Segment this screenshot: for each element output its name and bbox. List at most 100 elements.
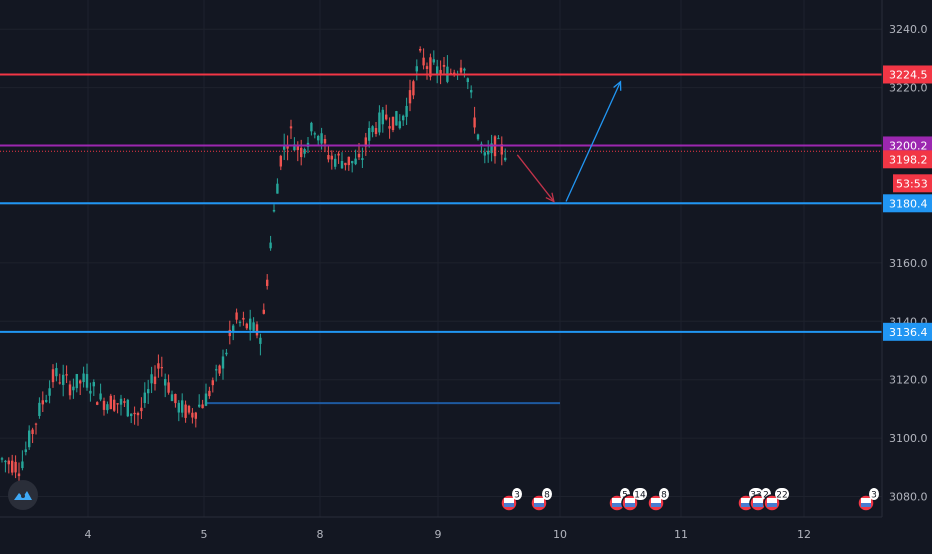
logo-icon[interactable]: [8, 480, 38, 510]
price-tick-label: 3220.0: [889, 82, 928, 95]
candle-body: [470, 90, 473, 93]
candle-body: [252, 322, 255, 331]
candle-body: [123, 401, 126, 403]
level-price-badge-text: 3180.4: [889, 197, 928, 210]
candle-body: [303, 149, 306, 154]
candle-body: [11, 460, 14, 473]
arrows[interactable]: [516, 80, 622, 203]
candle-body: [31, 429, 34, 435]
candle-body: [500, 144, 503, 155]
candle-body: [72, 386, 75, 391]
candle-body: [402, 115, 405, 121]
candle-body: [38, 402, 41, 417]
level-price-badge: [883, 65, 932, 84]
candle-body: [429, 57, 432, 77]
economic-event-marker[interactable]: 3: [500, 488, 522, 512]
flag-stripe: [651, 503, 661, 507]
candle-body: [174, 394, 177, 404]
candle-body: [354, 158, 357, 165]
time-tick-label: 5: [201, 528, 208, 541]
event-count-label: 8: [661, 491, 667, 501]
candle-body: [412, 81, 415, 96]
candle-body: [442, 64, 446, 67]
candle-body: [487, 150, 490, 155]
candle-body: [55, 368, 58, 377]
candle-body: [51, 369, 55, 383]
event-count-badge: [633, 488, 647, 500]
candle-body: [85, 374, 89, 388]
candle-body: [0, 458, 4, 460]
time-axis[interactable]: 4 5 8 9 10 11 12: [85, 528, 812, 541]
candle-body: [17, 473, 21, 477]
candle-body: [41, 400, 44, 405]
candle-body: [405, 105, 408, 117]
flag-stripe: [651, 498, 661, 503]
candle-body: [218, 365, 221, 374]
candle-body: [497, 138, 500, 140]
event-markers[interactable]: 385148332223: [500, 488, 879, 512]
candle-body: [204, 393, 208, 406]
candle-body: [143, 392, 146, 404]
candle-body: [378, 112, 381, 133]
candle-body: [221, 356, 225, 369]
time-tick-label: 8: [317, 528, 324, 541]
economic-event-marker[interactable]: 22: [763, 488, 789, 512]
event-count-label: 14: [634, 491, 646, 501]
candle-body: [317, 135, 320, 141]
candle-body: [415, 66, 418, 72]
countdown-badge: [893, 174, 932, 193]
candle-body: [245, 323, 248, 329]
candle-body: [310, 122, 313, 132]
event-count-badge: [542, 488, 552, 500]
trend-arrow-line[interactable]: [516, 154, 555, 202]
candle-body: [374, 128, 378, 134]
candle-body: [286, 145, 289, 149]
candle-body: [269, 242, 272, 249]
candles: [0, 46, 507, 488]
candle-body: [187, 405, 191, 413]
flag-stripe: [534, 498, 544, 503]
candle-body: [351, 161, 354, 164]
candle-body: [126, 399, 129, 417]
flag-stripe: [625, 498, 635, 503]
candle-body: [92, 382, 95, 387]
candle-body: [337, 153, 340, 156]
flag-stripe: [741, 503, 751, 507]
economic-event-marker[interactable]: 3: [857, 488, 879, 512]
candle-body: [238, 321, 242, 323]
candle-body: [79, 380, 82, 384]
trend-arrow-line[interactable]: [565, 81, 622, 202]
candle-body: [102, 400, 106, 410]
candle-body: [313, 133, 316, 135]
candle-body: [153, 376, 157, 385]
candle-body: [113, 399, 116, 411]
candle-body: [242, 317, 245, 320]
candle-body: [296, 144, 299, 151]
candle-body: [75, 374, 78, 389]
economic-event-marker[interactable]: 8: [530, 488, 552, 512]
candle-body: [45, 400, 48, 402]
candle-body: [463, 68, 466, 71]
candle-body: [439, 69, 442, 76]
candle-body: [140, 407, 143, 412]
candle-body: [334, 158, 337, 167]
levels[interactable]: [0, 73, 882, 333]
flag-stripe: [504, 503, 514, 507]
grid: [0, 0, 882, 517]
event-count-label: 5: [622, 491, 628, 501]
candle-body: [184, 404, 187, 418]
candle-body: [164, 379, 167, 386]
flag-stripe: [767, 498, 777, 503]
event-count-label: 22: [776, 491, 787, 501]
candle-body: [136, 413, 140, 416]
economic-event-marker[interactable]: 8: [647, 488, 669, 512]
candle-body: [14, 461, 17, 473]
economic-event-marker[interactable]: 5: [608, 488, 630, 512]
economic-event-marker[interactable]: 14: [621, 488, 647, 512]
candle-body: [157, 363, 160, 369]
candle-body: [266, 279, 269, 286]
candle-body: [181, 400, 184, 413]
candle-body: [194, 412, 197, 419]
